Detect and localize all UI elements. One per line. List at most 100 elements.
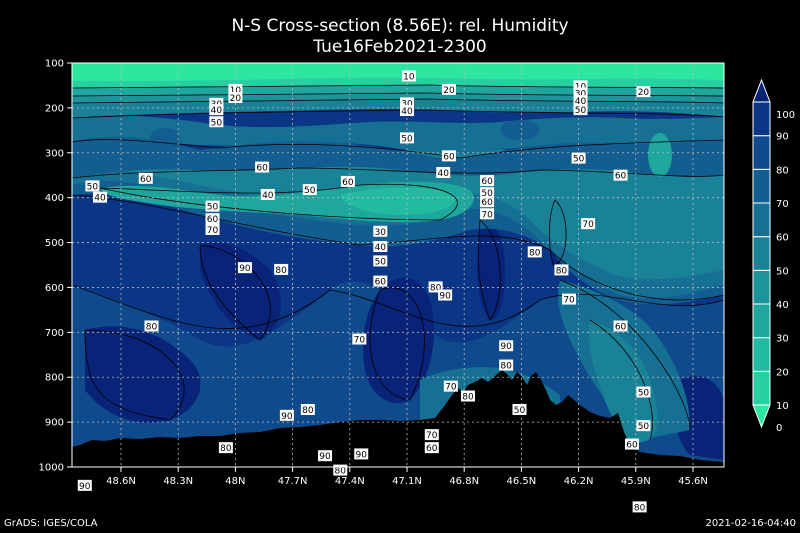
svg-text:60: 60 xyxy=(207,215,219,225)
contour-label: 60 xyxy=(138,172,153,185)
contour-label: 80 xyxy=(554,264,569,276)
svg-text:80: 80 xyxy=(529,248,541,258)
contour-label: 50 xyxy=(373,255,388,267)
contour-label: 80 xyxy=(527,246,542,258)
svg-text:70: 70 xyxy=(207,226,219,236)
svg-text:50: 50 xyxy=(638,422,650,432)
contour-label: 10 xyxy=(573,80,588,92)
contour-label: 50 xyxy=(636,386,651,398)
svg-text:20: 20 xyxy=(230,94,242,104)
contour-label: 90 xyxy=(499,340,514,352)
y-tick-label: 800 xyxy=(45,373,64,384)
svg-text:50: 50 xyxy=(638,388,650,398)
colorbar-box xyxy=(752,303,771,339)
contour-label: 80 xyxy=(632,501,647,513)
contour-label: 80 xyxy=(218,442,233,454)
y-tick-label: 700 xyxy=(45,328,64,339)
contour-label: 70 xyxy=(480,208,495,220)
svg-text:10: 10 xyxy=(403,72,415,82)
colorbar-box xyxy=(752,370,771,406)
contour-label: 40 xyxy=(93,191,108,204)
band-40 xyxy=(72,150,724,280)
y-axis: 100 200 300 400 500 600 700 800 900 1000 xyxy=(39,59,72,474)
svg-text:90: 90 xyxy=(356,450,368,460)
svg-text:70: 70 xyxy=(582,220,594,230)
svg-text:60: 60 xyxy=(342,178,354,188)
contour-label: 80 xyxy=(144,320,159,332)
svg-text:60: 60 xyxy=(443,152,455,162)
svg-text:60: 60 xyxy=(626,441,638,451)
svg-text:90: 90 xyxy=(439,292,451,302)
svg-text:10: 10 xyxy=(575,82,587,92)
colorbar-label: 20 xyxy=(776,367,789,378)
colorbar-box xyxy=(752,168,771,204)
contour-label: 50 xyxy=(480,187,495,199)
svg-text:70: 70 xyxy=(563,296,575,306)
svg-text:50: 50 xyxy=(211,118,223,128)
svg-text:50: 50 xyxy=(87,182,99,192)
contour-label: 30 xyxy=(573,87,588,100)
region-90f xyxy=(674,376,724,460)
region-90a xyxy=(85,326,201,423)
colorbar-label: 30 xyxy=(776,334,789,345)
svg-text:40: 40 xyxy=(438,169,450,179)
contour-label: 80 xyxy=(499,359,514,372)
svg-text:40: 40 xyxy=(575,97,587,107)
contour-label: 50 xyxy=(636,420,651,432)
contour-label: 50 xyxy=(512,403,527,416)
pocket-upper-right xyxy=(648,133,672,177)
contour-label: 50 xyxy=(205,200,220,213)
colorbar-label: 70 xyxy=(776,199,789,210)
colorbar-label: 80 xyxy=(776,165,789,176)
footer-timestamp: 2021-02-16-04:40 xyxy=(705,518,796,529)
contour-label: 70 xyxy=(352,333,367,346)
colorbar-label: 100 xyxy=(776,110,795,121)
contour-label: 90 xyxy=(279,409,294,422)
svg-text:60: 60 xyxy=(615,172,627,182)
pocket-upper-left xyxy=(150,128,180,148)
colorbar-label: 90 xyxy=(776,132,789,143)
svg-text:80: 80 xyxy=(335,467,347,477)
svg-text:70: 70 xyxy=(481,210,493,220)
contour-label: 80 xyxy=(274,263,289,276)
svg-text:10: 10 xyxy=(230,86,242,96)
region-90c xyxy=(363,277,434,404)
contour-label: 50 xyxy=(571,152,586,165)
svg-text:40: 40 xyxy=(94,194,106,204)
contour-label: 90 xyxy=(237,262,252,274)
colorbar-box xyxy=(752,337,771,372)
svg-text:50: 50 xyxy=(207,203,219,213)
contour-label: 70 xyxy=(562,293,577,306)
y-tick-label: 200 xyxy=(45,103,64,114)
contour-label: 50 xyxy=(573,104,588,116)
svg-text:60: 60 xyxy=(426,444,438,454)
svg-text:90: 90 xyxy=(281,412,293,422)
plot-area xyxy=(72,63,724,467)
y-tick-label: 300 xyxy=(45,148,64,159)
svg-text:30: 30 xyxy=(401,99,413,109)
contour-label: 10 xyxy=(228,83,243,96)
x-axis: 48.6N 48.3N 48N 47.7N 47.4N 47.1N 46.8N 46.5N 46… xyxy=(106,467,708,487)
x-tick-label: 45.6N xyxy=(678,476,708,487)
svg-text:70: 70 xyxy=(426,431,438,441)
colorbar-label: 0 xyxy=(776,423,782,434)
x-tick-label: 46.5N xyxy=(507,476,537,487)
contour-label: 90 xyxy=(354,448,369,460)
upper-0 xyxy=(72,63,724,81)
svg-text:90: 90 xyxy=(319,452,331,462)
svg-text:20: 20 xyxy=(638,88,650,98)
contour-label: 80 xyxy=(333,464,348,477)
contour-label: 90 xyxy=(438,289,453,302)
svg-text:90: 90 xyxy=(239,264,251,274)
right-side-50 xyxy=(588,320,658,445)
svg-text:60: 60 xyxy=(481,198,493,208)
footer-credit: GrADS: IGES/COLA xyxy=(4,518,98,529)
svg-text:60: 60 xyxy=(615,322,627,332)
contour-label: 40 xyxy=(209,104,224,116)
chart-title: N-S Cross-section (8.56E): rel. Humidity xyxy=(231,16,569,36)
region-90b xyxy=(200,241,281,340)
svg-text:40: 40 xyxy=(262,191,274,201)
svg-text:70: 70 xyxy=(445,383,457,393)
y-tick-label: 400 xyxy=(45,193,64,204)
